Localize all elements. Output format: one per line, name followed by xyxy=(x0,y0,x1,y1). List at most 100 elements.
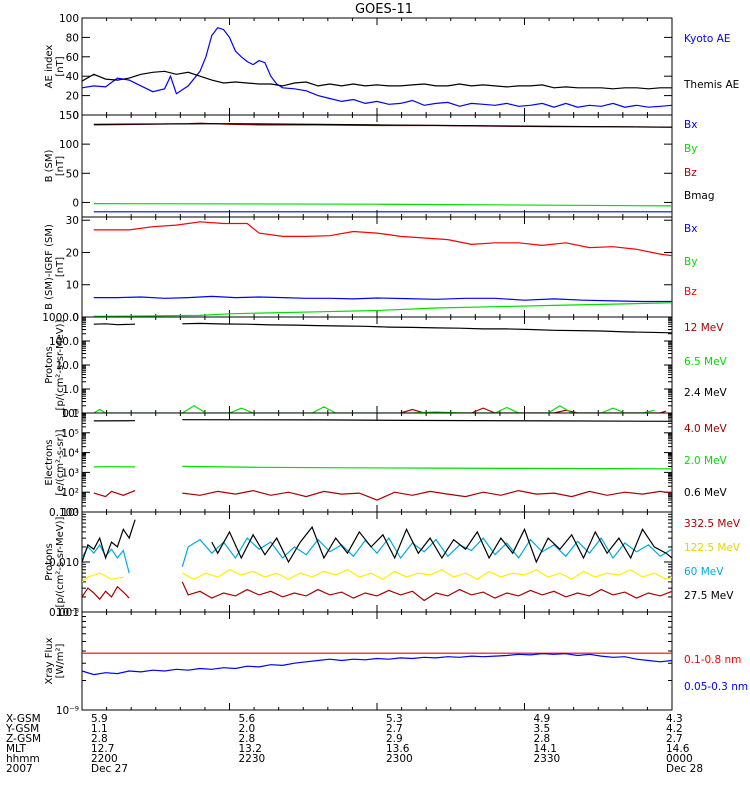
panel-frame xyxy=(81,114,673,218)
legend-label: 27.5 MeV xyxy=(684,590,734,602)
ephemeris-value: 2.0 xyxy=(239,723,256,735)
y-tick-label: 100.0 xyxy=(49,336,79,348)
ephemeris-value: 4.2 xyxy=(666,723,683,735)
ephemeris-value: 13.6 xyxy=(386,743,410,755)
panel-frame xyxy=(81,511,673,613)
series-line-27-5-mev xyxy=(211,525,672,564)
panel-frame xyxy=(81,611,673,711)
legend-label: Bx xyxy=(684,223,697,235)
legend-label: 0.1-0.8 nm xyxy=(684,654,741,666)
y-axis-label: AE index[nT] xyxy=(44,45,66,89)
y-tick-label: 20 xyxy=(66,247,79,259)
ephemeris-value: 14.1 xyxy=(534,743,557,755)
y-tick-label: 50 xyxy=(66,168,79,180)
series-line-by xyxy=(93,302,672,317)
series-line-122-5-mev xyxy=(82,572,124,583)
ephemeris-value: 2.8 xyxy=(91,733,108,745)
y-tick-label: 1000.0 xyxy=(42,312,79,324)
panel-protons_lo: 0.001 0.010 0.100Protons[p/(cm²-s-sr-MeV)]… xyxy=(44,507,741,619)
panel-bsm: 0 50 100 150 B (SM)[nT] Bx By Bz Bmag xyxy=(44,110,715,218)
ephemeris-label: hhmm xyxy=(6,753,40,765)
legend-label: By xyxy=(684,256,697,268)
legend-label: 2.0 MeV xyxy=(684,455,728,467)
series-line-series xyxy=(93,490,136,498)
ephemeris-label: 2007 xyxy=(6,763,33,775)
y-tick-label: 0.1 xyxy=(62,408,79,420)
ephemeris-label: MLT xyxy=(6,743,26,755)
series-line-332-5-mev xyxy=(82,585,130,601)
ephemeris-value: 4.9 xyxy=(534,713,551,725)
y-tick-label: 10⁶ xyxy=(61,408,79,420)
panel-frame xyxy=(81,17,673,116)
series-line-27-5-mev xyxy=(82,519,136,563)
y-tick-label: 0.100 xyxy=(49,507,79,519)
series-line-2-4-mev xyxy=(93,323,136,326)
ephemeris-value: 2.7 xyxy=(386,723,403,735)
series-line-0-6-mev xyxy=(182,419,672,422)
ephemeris-value: 0000 xyxy=(666,753,693,765)
ephemeris-value: 4.3 xyxy=(666,713,683,725)
series-line-2-4-mev xyxy=(182,322,672,334)
y-tick-label: 100 xyxy=(59,13,79,25)
y-axis-label: B (SM)[nT] xyxy=(44,149,66,182)
series-line-6-5-mev xyxy=(93,405,655,413)
series-line-0-05-0-3-nm xyxy=(82,653,672,676)
series-line-122-5-mev xyxy=(182,569,672,580)
legend-label: 122.5 MeV xyxy=(684,542,741,554)
ephemeris-value: 2230 xyxy=(239,753,266,765)
ephemeris-value: 2.8 xyxy=(239,733,256,745)
series-line-series xyxy=(182,489,672,501)
ephemeris-value: 2.9 xyxy=(386,733,403,745)
legend-label: 4.0 MeV xyxy=(684,423,728,435)
ephemeris-value: Dec 28 xyxy=(666,763,703,775)
ephemeris-value: 3.5 xyxy=(534,723,551,735)
ephemeris-value: 5.3 xyxy=(386,713,403,725)
legend-label: 12 MeV xyxy=(684,322,724,334)
y-tick-label: 80 xyxy=(66,32,79,44)
legend-label: By xyxy=(684,143,697,155)
y-tick-label: 100 xyxy=(59,139,79,151)
y-tick-label: 10³ xyxy=(61,467,79,479)
legend-label: 0.05-0.3 nm xyxy=(684,681,748,693)
panel-protons_hi: 0.1 1.0 10.0 100.0 1000.0Protons[p/(cm²-s-sr… xyxy=(42,312,727,420)
legend-label: 60 MeV xyxy=(684,566,724,578)
legend-label: Themis AE xyxy=(683,79,739,91)
ephemeris-value: 5.9 xyxy=(91,713,108,725)
series-line-themis-ae xyxy=(82,70,672,90)
legend-label: Bz xyxy=(684,286,697,298)
y-tick-label: 0 xyxy=(72,110,79,122)
ephemeris-value: 14.6 xyxy=(666,743,690,755)
series-line-bz xyxy=(93,221,672,257)
legend-label: 2.4 MeV xyxy=(684,387,728,399)
ephemeris-value: 1.1 xyxy=(91,723,108,735)
panel-bdiff: 0 10 20 30B (SM)-IGRF (SM)[nT] Bx By Bz xyxy=(44,215,697,324)
y-axis-label: Protons[p/(cm²-s-sr-MeV)] xyxy=(44,319,66,410)
y-tick-label: 1.0 xyxy=(62,384,79,396)
ephemeris-value: 2200 xyxy=(91,753,118,765)
legend-label: Bz xyxy=(684,167,697,179)
series-line-bx xyxy=(93,295,672,303)
y-axis-label: Electrons[e/(cm²-s-sr)] xyxy=(44,429,66,495)
y-tick-label: 20 xyxy=(66,91,79,103)
panel-electrons: 10¹ 10² 10³ 10⁴ 10⁵ 10⁶ Electrons[e/(cm²-s-sr)… xyxy=(44,408,728,519)
series-line-12-mev xyxy=(400,407,667,413)
legend-label: 0.6 MeV xyxy=(684,487,728,499)
y-tick-label: 10⁴ xyxy=(61,448,79,460)
ephemeris-label: Y-GSM xyxy=(5,723,39,735)
y-tick-label: 40 xyxy=(66,71,79,83)
ephemeris-value: 12.7 xyxy=(91,743,114,755)
legend-label: Bmag xyxy=(684,190,715,202)
y-tick-label: 0 xyxy=(72,197,79,209)
y-tick-label: 10¹ xyxy=(61,507,79,519)
series-line-60-mev xyxy=(181,537,672,567)
y-tick-label: 30 xyxy=(66,215,79,227)
y-tick-label: 10² xyxy=(61,487,79,499)
ephemeris-value: 2.7 xyxy=(666,733,683,745)
series-line-332-5-mev xyxy=(181,581,672,602)
y-axis-label: B (SM)-IGRF (SM)[nT] xyxy=(44,224,66,310)
ephemeris-table: X-GSMY-GSMZ-GSMMLThhmm20075.91.12.812.72… xyxy=(5,713,703,775)
panel-frame xyxy=(81,412,673,513)
y-tick-label: 10.0 xyxy=(56,360,79,372)
